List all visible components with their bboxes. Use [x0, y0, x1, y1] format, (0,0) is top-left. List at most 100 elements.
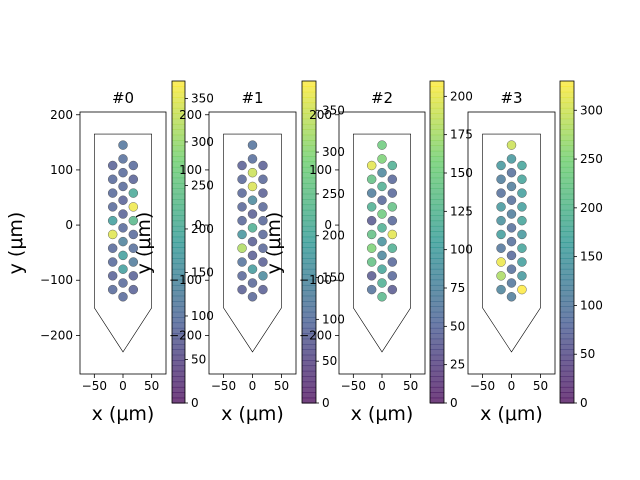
colorbar-tick-label: 150: [191, 265, 214, 279]
colorbar-segment: [560, 274, 574, 281]
y-tick-label: 200: [309, 108, 332, 122]
colorbar-segment: [560, 252, 574, 259]
colorbar-segment: [560, 349, 574, 356]
data-point: [118, 209, 128, 219]
colorbar-segment: [172, 172, 185, 179]
colorbar-segment: [302, 150, 316, 157]
colorbar-segment: [172, 386, 185, 393]
colorbar-segment: [302, 140, 316, 146]
y-tick-label: 0: [194, 218, 202, 232]
data-point: [237, 257, 247, 267]
colorbar-segment: [172, 301, 185, 307]
colorbar-segment: [302, 338, 316, 345]
data-point: [387, 174, 398, 184]
colorbar-segment: [302, 113, 316, 120]
chart-title: #0: [112, 89, 134, 107]
colorbar-segment: [302, 166, 316, 173]
colorbar-segment: [560, 279, 574, 286]
data-point: [377, 140, 387, 150]
colorbar-segment: [430, 338, 444, 345]
colorbar-tick-label: 50: [322, 354, 337, 368]
colorbar-segment: [560, 118, 574, 125]
data-point: [118, 264, 128, 274]
colorbar-tick-label: 100: [580, 298, 603, 312]
colorbar-segment: [172, 349, 185, 356]
y-tick-label: −200: [169, 328, 202, 342]
data-point: [377, 209, 387, 219]
data-point: [387, 160, 398, 171]
data-point: [496, 243, 506, 253]
colorbar-segment: [560, 290, 574, 297]
colorbar-segment: [172, 306, 185, 313]
colorbar-segment: [172, 295, 185, 302]
colorbar-segment: [302, 145, 316, 152]
data-point: [377, 264, 387, 274]
colorbar-segment: [302, 322, 316, 329]
colorbar-segment: [560, 145, 574, 152]
data-point: [366, 271, 377, 281]
colorbar-segment: [430, 252, 444, 259]
colorbar-segment: [302, 252, 316, 259]
colorbar-tick-label: 0: [322, 396, 330, 410]
data-point: [107, 215, 118, 226]
colorbar-segment: [172, 150, 185, 157]
colorbar-segment: [302, 360, 316, 367]
colorbar-segment: [172, 209, 185, 216]
colorbar-segment: [302, 268, 316, 275]
x-tick-label: 0: [119, 379, 127, 393]
data-point: [258, 284, 268, 295]
colorbar-segment: [560, 306, 574, 313]
data-point: [107, 202, 118, 212]
data-point: [377, 236, 387, 247]
y-axis-label: y (μm): [133, 212, 155, 275]
colorbar-segment: [560, 166, 574, 173]
data-point: [258, 243, 268, 253]
colorbar-segment: [430, 268, 444, 275]
data-point: [517, 202, 527, 212]
data-point: [237, 174, 247, 184]
colorbar-segment: [430, 156, 444, 163]
y-tick-label: −200: [299, 328, 332, 342]
colorbar-segment: [430, 247, 444, 254]
colorbar-segment: [560, 354, 574, 361]
colorbar-segment: [172, 376, 185, 383]
colorbar-segment: [172, 242, 185, 248]
colorbar-segment: [430, 129, 444, 136]
colorbar-segment: [560, 225, 574, 232]
colorbar-segment: [430, 107, 444, 114]
colorbar-segment: [172, 161, 185, 168]
data-point: [247, 250, 258, 261]
colorbar-tick-label: 200: [580, 201, 603, 215]
data-point: [237, 271, 247, 281]
colorbar-segment: [172, 381, 185, 388]
colorbar-segment: [560, 317, 574, 324]
colorbar-segment: [302, 392, 316, 399]
colorbar-segment: [172, 220, 185, 227]
colorbar-frame: [301, 80, 317, 404]
colorbar-segment: [172, 252, 185, 259]
colorbar-segment: [172, 225, 185, 232]
colorbar-segment: [430, 284, 444, 291]
colorbar-segment: [172, 86, 185, 93]
data-point: [506, 181, 517, 192]
colorbar-segment: [430, 370, 444, 377]
colorbar-segment: [560, 301, 574, 307]
data-point: [517, 229, 527, 240]
colorbar-segment: [302, 188, 316, 195]
data-point: [258, 202, 268, 212]
colorbar-segment: [560, 370, 574, 377]
data-point: [506, 223, 517, 233]
colorbar-segment: [430, 134, 444, 141]
colorbar-segment: [560, 397, 574, 404]
y-tick-label: 100: [179, 163, 202, 177]
data-point: [118, 292, 128, 302]
y-tick-label: −200: [40, 328, 73, 342]
data-point: [366, 188, 377, 198]
colorbar-segment: [430, 290, 444, 297]
colorbar-segment: [172, 354, 185, 361]
data-point: [387, 284, 398, 295]
colorbar-segment: [172, 236, 185, 243]
colorbar-segment: [302, 284, 316, 291]
colorbar-tick-label: 250: [191, 178, 214, 192]
